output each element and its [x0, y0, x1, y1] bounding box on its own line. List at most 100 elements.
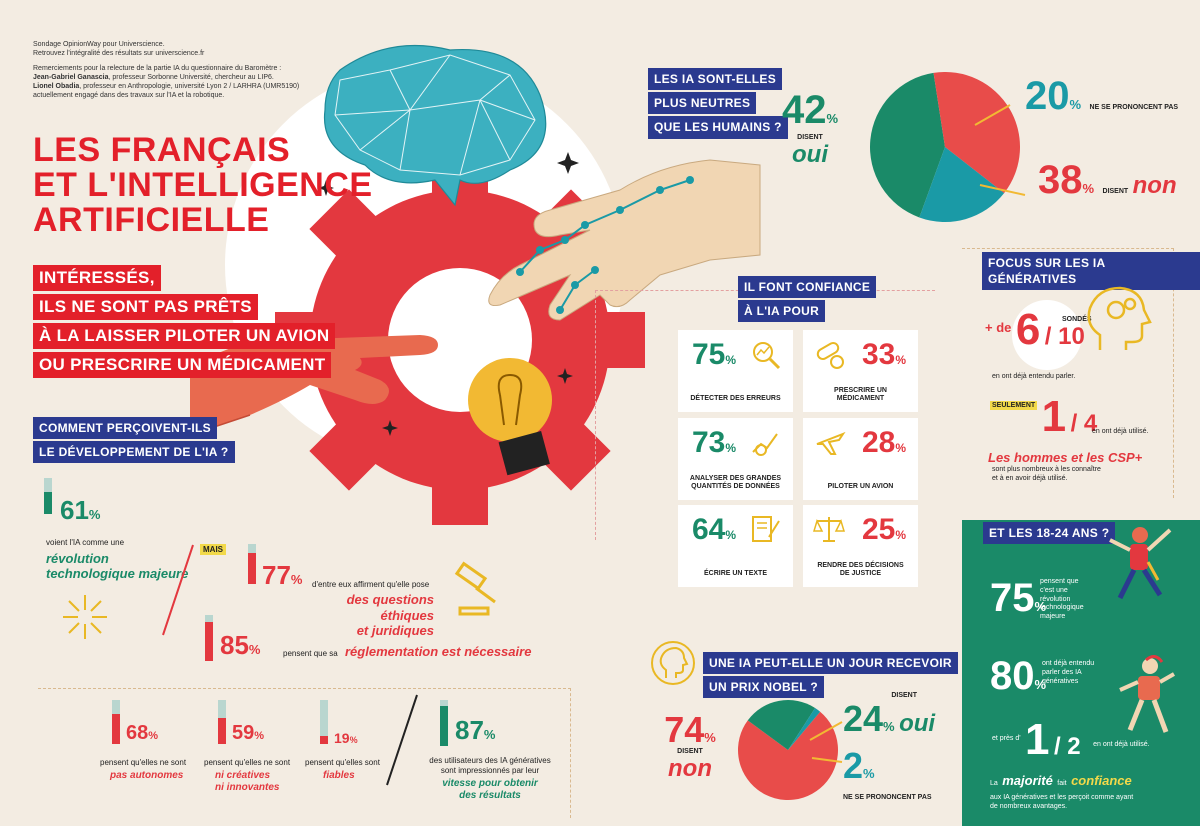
plus-de: + de	[985, 320, 1012, 335]
stat-label: NE SE PRONONCENT PAS	[1089, 104, 1179, 111]
credits: Sondage OpinionWay pour Universcience. R…	[33, 40, 313, 101]
youth-panel	[962, 520, 1200, 826]
highlight-line: révolution	[46, 551, 109, 566]
highlight-line: ni créatives	[215, 770, 271, 781]
stat-label: DISENT	[1102, 188, 1129, 195]
title-line: ET L'INTELLIGENCE	[33, 166, 373, 205]
trust-label: PILOTER UN AVION	[803, 483, 918, 492]
stat-value: 68	[126, 722, 149, 744]
stat-label: DISENT	[891, 692, 917, 699]
label-line: QUANTITÉS DE DONNÉES	[691, 483, 780, 491]
youth-sub: aux IA génératives et les perçoit comme …	[990, 794, 1133, 812]
stat-unit: %	[349, 735, 358, 745]
stat-19: 19%	[334, 730, 358, 748]
stat-unit: %	[1034, 599, 1047, 614]
stat-61-highlight: révolution technologique majeure	[46, 551, 189, 582]
label-line: technologique	[1040, 604, 1084, 612]
stat-value: 20	[1025, 74, 1070, 118]
label-line: DE JUSTICE	[839, 570, 882, 578]
question-line: UN PRIX NOBEL ?	[703, 676, 824, 699]
stat-unit: %	[1082, 181, 1095, 196]
stat-value: 64	[692, 513, 726, 546]
trust-card: 33% PRESCRIRE UN MÉDICAMENT	[803, 330, 918, 412]
confiance: confiance	[1071, 773, 1132, 788]
stat-unit: %	[704, 730, 716, 745]
question-line: LE DÉVELOPPEMENT DE L'IA ?	[33, 441, 235, 464]
mais-tag: MAIS	[200, 544, 226, 555]
seulement-tag: SEULEMENT	[990, 401, 1038, 410]
highlight-line: des résultats	[459, 790, 521, 801]
question-line: QUE LES HUMAINS ?	[648, 116, 788, 139]
stat-word: oui	[899, 709, 936, 737]
stat-value: 1	[1041, 392, 1067, 441]
label-line: des utilisateurs des IA génératives	[429, 756, 551, 765]
white-circle	[1012, 300, 1082, 370]
stat-61-label: voient l'IA comme une	[46, 538, 125, 547]
stat-unit: %	[725, 528, 737, 542]
label-line: RENDRE DES DÉCISIONS	[817, 561, 904, 569]
question-line: COMMENT PERÇOIVENT-ILS	[33, 417, 217, 440]
nobel-undecided-label: NE SE PRONONCENT PAS	[843, 794, 932, 801]
slash-divider	[162, 544, 194, 636]
stat-unit: %	[1069, 97, 1082, 112]
stat-value: 87	[455, 715, 484, 745]
highlight-line: technologique majeure	[46, 565, 189, 581]
pie-slice-oui	[870, 72, 945, 218]
title-line: ARTIFICIELLE	[33, 201, 270, 240]
heard-label: en ont déjà entendu parler.	[992, 373, 1076, 380]
label-line: génératives	[1042, 677, 1079, 685]
subtitle-line: INTÉRESSÉS,	[33, 265, 161, 292]
credits-line: actuellement engagé dans des travaux sur…	[33, 92, 225, 100]
label-line: majeure	[1040, 613, 1066, 620]
generative-title: FOCUS SUR LES IA GÉNÉRATIVES	[982, 252, 1200, 291]
question-line: IL FONT CONFIANCE	[738, 276, 877, 299]
label-line: parler des IA	[1042, 668, 1082, 676]
subtitle: INTÉRESSÉS, ILS NE SONT PAS PRÊTS À LA L…	[33, 265, 336, 381]
lightbulb-icon	[468, 358, 552, 476]
stat-87: 87%	[455, 715, 495, 746]
pie-slice-non	[933, 72, 1020, 194]
bar-19	[320, 700, 328, 744]
stat-unit: %	[895, 528, 906, 542]
nobel-no: 74% DISENT non	[660, 712, 720, 781]
stat-word: non	[1132, 172, 1177, 199]
stat-77: 77%	[262, 560, 302, 591]
trust-label: DÉTECTER DES ERREURS	[678, 395, 793, 404]
stat-value: 33	[861, 338, 896, 371]
stat-unit: %	[254, 730, 265, 742]
men-line: Les hommes et les CSP+	[988, 450, 1143, 465]
head-gears-icon	[1087, 286, 1152, 350]
bar-59	[218, 700, 226, 744]
label-line: c'est une	[1040, 586, 1068, 594]
stat-59: 59%	[232, 722, 264, 745]
chart-search-icon	[752, 433, 778, 456]
stat-fraction: / 4	[1070, 410, 1098, 437]
majorite: majorité	[1002, 773, 1053, 788]
stat-fraction: / 2	[1053, 733, 1081, 760]
stat-19-highlight: fiables	[323, 770, 355, 781]
stat-value: 77	[262, 560, 291, 590]
generative-one: SEULEMENT 1 / 4	[990, 395, 1097, 439]
subtitle-line: ILS NE SONT PAS PRÊTS	[33, 294, 258, 321]
label-line: pensent que	[1040, 578, 1079, 585]
trust-label: PRESCRIRE UN MÉDICAMENT	[803, 387, 918, 405]
slash-divider	[386, 694, 418, 786]
stat-value: 28	[861, 426, 896, 459]
bar-68	[112, 700, 120, 744]
trust-question: IL FONT CONFIANCE À L'IA POUR	[738, 276, 877, 323]
stat-unit: %	[148, 730, 159, 742]
pills-icon	[816, 342, 844, 369]
stat-value: 19	[334, 730, 350, 746]
title-line: LES FRANÇAIS	[33, 131, 291, 169]
pie-leader-lines	[809, 721, 843, 763]
highlight-line: des questions éthiques	[346, 592, 434, 623]
stat-value: 25	[861, 513, 896, 546]
trust-value: 75%	[692, 340, 736, 370]
pres-de: et près d'	[992, 735, 1021, 742]
youth-stat-80-label: ont déjà entendu parler des IA générativ…	[1042, 660, 1094, 686]
floating-person-icon	[1119, 655, 1175, 733]
stat-59-highlight: ni créatives ni innovantes	[215, 770, 279, 794]
trust-value: 33%	[862, 340, 906, 370]
stat-unit: %	[290, 572, 303, 587]
label-line: sont impressionnés par leur	[440, 766, 540, 775]
